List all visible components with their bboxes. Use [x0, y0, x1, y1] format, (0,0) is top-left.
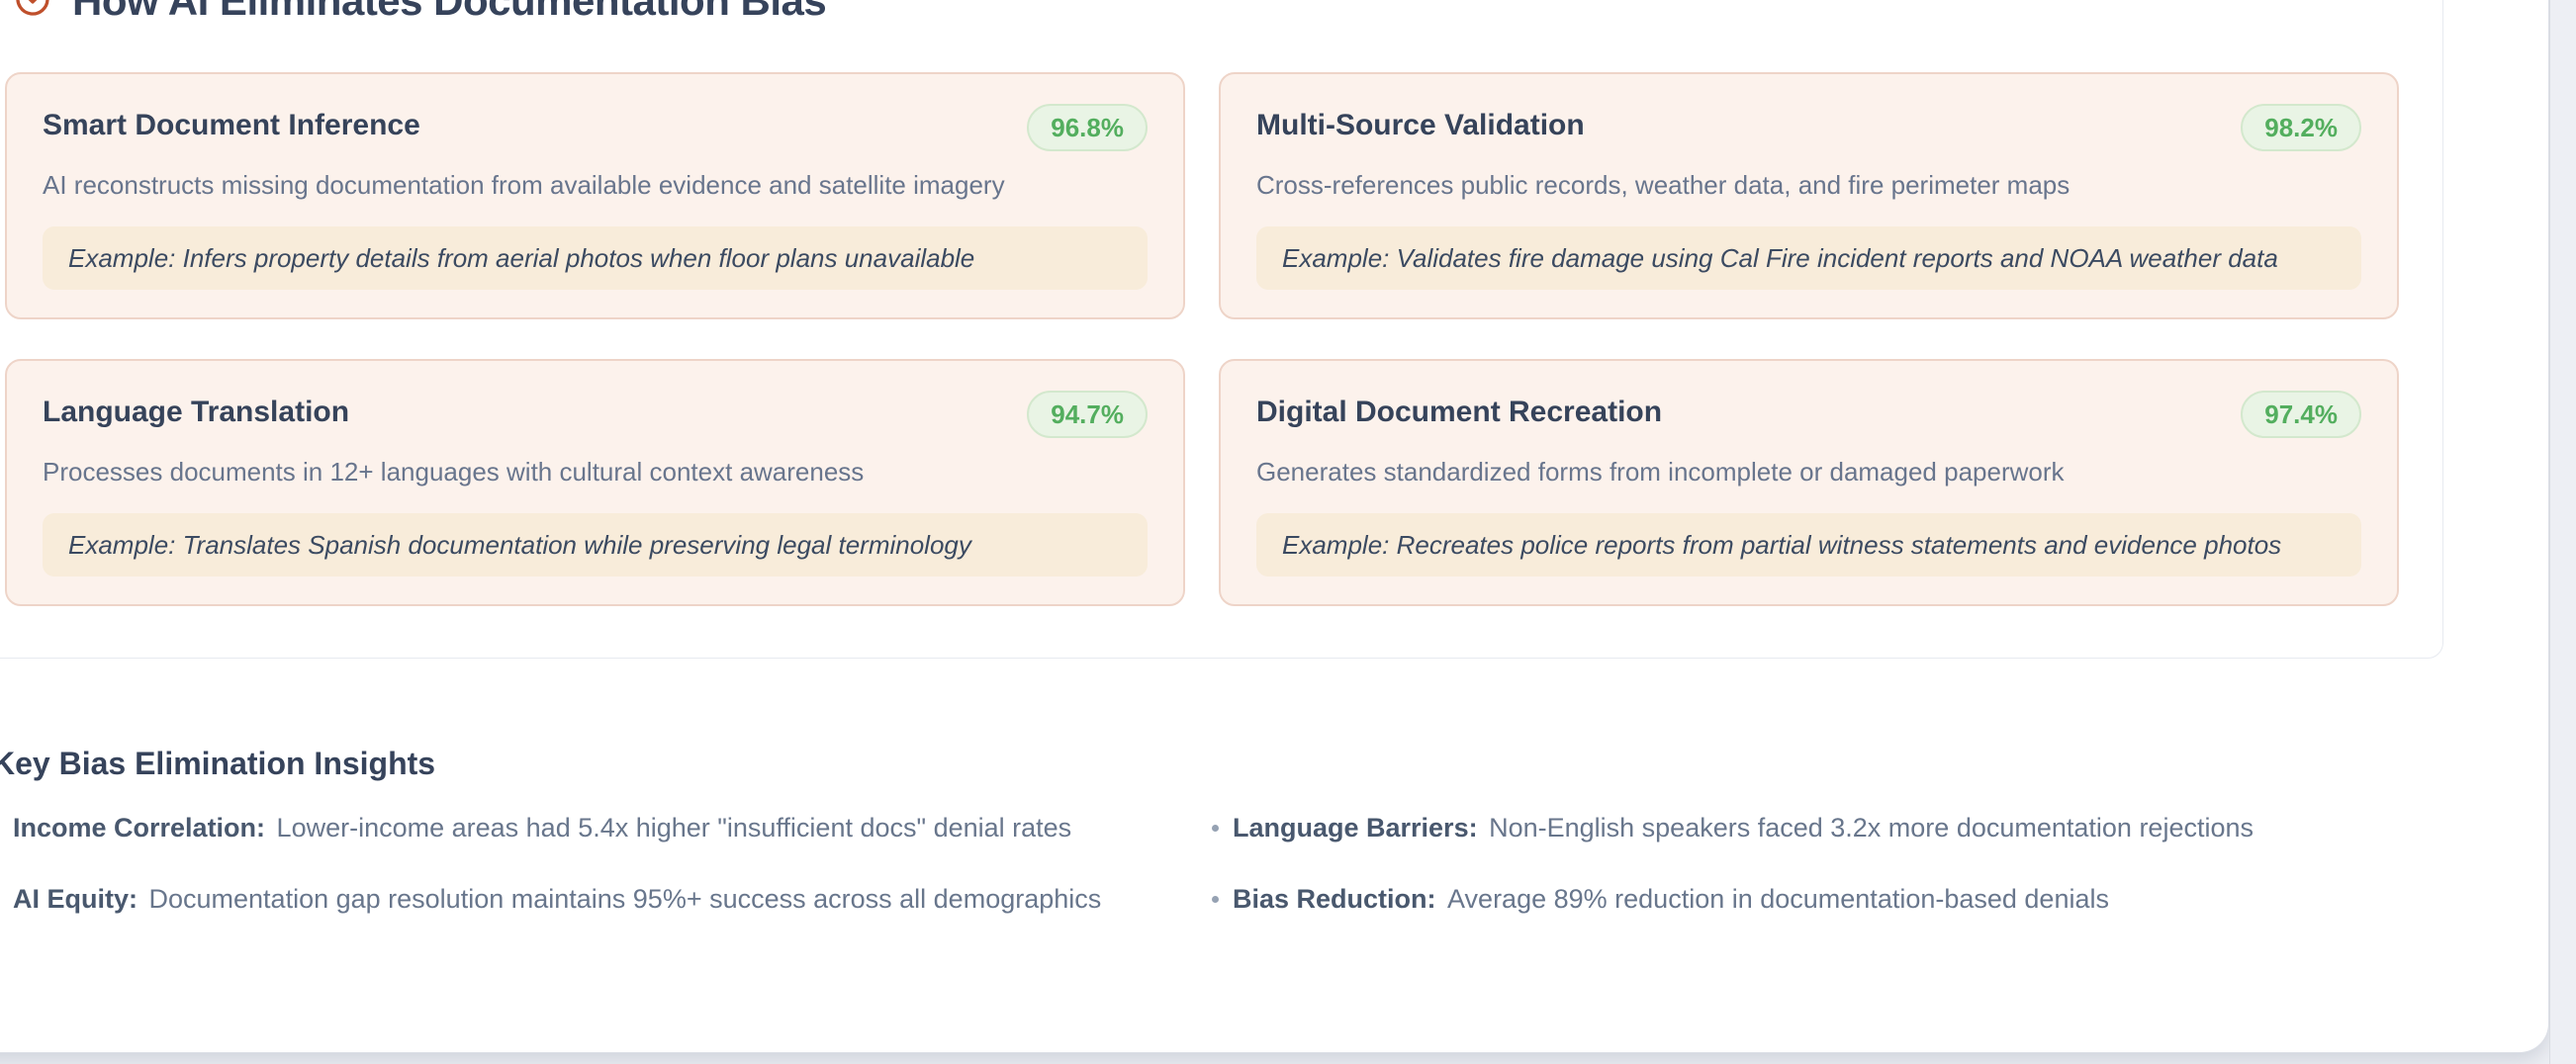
- insight-body: Documentation gap resolution maintains 9…: [148, 884, 1102, 914]
- card-example: Example: Infers property details from ae…: [43, 226, 1148, 290]
- insights-heading: Key Bias Elimination Insights: [0, 746, 436, 781]
- feature-card-language-translation: Language Translation 94.7% Processes doc…: [5, 359, 1185, 606]
- card-title: Digital Document Recreation: [1256, 396, 1663, 428]
- panel-header: How AI Eliminates Documentation Bias: [0, 0, 2442, 27]
- scrollbar-track[interactable]: [2549, 0, 2576, 1064]
- insight-ai-equity: AI Equity: Documentation gap resolution …: [0, 882, 1212, 916]
- insight-label: AI Equity:: [13, 884, 145, 914]
- insight-body: Average 89% reduction in documentation-b…: [1447, 884, 2109, 914]
- accuracy-badge: 98.2%: [2241, 104, 2361, 151]
- feature-cards-grid: Smart Document Inference 96.8% AI recons…: [5, 72, 2399, 606]
- insight-income-correlation: Income Correlation: Lower-income areas h…: [0, 811, 1212, 844]
- insights-grid: Income Correlation: Lower-income areas h…: [0, 811, 2426, 916]
- feature-card-digital-document-recreation: Digital Document Recreation 97.4% Genera…: [1219, 359, 2399, 606]
- bullet-dot-icon: [1212, 824, 1219, 832]
- insight-text: Language Barriers: Non-English speakers …: [1233, 811, 2254, 844]
- content-sheet: How AI Eliminates Documentation Bias Sma…: [0, 0, 2549, 1053]
- card-example: Example: Translates Spanish documentatio…: [43, 513, 1148, 576]
- feature-card-multi-source-validation: Multi-Source Validation 98.2% Cross-refe…: [1219, 72, 2399, 319]
- card-header: Multi-Source Validation 98.2%: [1256, 104, 2361, 151]
- card-example: Example: Recreates police reports from p…: [1256, 513, 2361, 576]
- ai-bias-panel: How AI Eliminates Documentation Bias Sma…: [0, 0, 2443, 659]
- card-description: AI reconstructs missing documentation fr…: [43, 170, 1005, 200]
- panel-title: How AI Eliminates Documentation Bias: [72, 0, 827, 24]
- insight-label: Language Barriers:: [1233, 813, 1486, 842]
- insight-label: Income Correlation:: [13, 813, 273, 842]
- insight-body: Non-English speakers faced 3.2x more doc…: [1489, 813, 2254, 842]
- insight-bias-reduction: Bias Reduction: Average 89% reduction in…: [1212, 882, 2426, 916]
- card-header: Smart Document Inference 96.8%: [43, 104, 1148, 151]
- feature-card-smart-document-inference: Smart Document Inference 96.8% AI recons…: [5, 72, 1185, 319]
- insight-label: Bias Reduction:: [1233, 884, 1444, 914]
- insights-section: Key Bias Elimination Insights Income Cor…: [0, 744, 2426, 916]
- card-description: Processes documents in 12+ languages wit…: [43, 457, 865, 487]
- check-circle-icon: [15, 0, 50, 22]
- card-header: Digital Document Recreation 97.4%: [1256, 391, 2361, 438]
- card-example: Example: Validates fire damage using Cal…: [1256, 226, 2361, 290]
- card-title: Smart Document Inference: [43, 109, 420, 141]
- accuracy-badge: 94.7%: [1027, 391, 1148, 438]
- insight-body: Lower-income areas had 5.4x higher "insu…: [276, 813, 1072, 842]
- card-description: Cross-references public records, weather…: [1256, 170, 2070, 200]
- card-title: Language Translation: [43, 396, 350, 428]
- bullet-dot-icon: [1212, 895, 1219, 903]
- insight-text: Bias Reduction: Average 89% reduction in…: [1233, 882, 2109, 916]
- insight-text: Income Correlation: Lower-income areas h…: [13, 811, 1071, 844]
- insight-text: AI Equity: Documentation gap resolution …: [13, 882, 1101, 916]
- accuracy-badge: 97.4%: [2241, 391, 2361, 438]
- card-header: Language Translation 94.7%: [43, 391, 1148, 438]
- accuracy-badge: 96.8%: [1027, 104, 1148, 151]
- card-title: Multi-Source Validation: [1256, 109, 1585, 141]
- insight-language-barriers: Language Barriers: Non-English speakers …: [1212, 811, 2426, 844]
- card-description: Generates standardized forms from incomp…: [1256, 457, 2065, 487]
